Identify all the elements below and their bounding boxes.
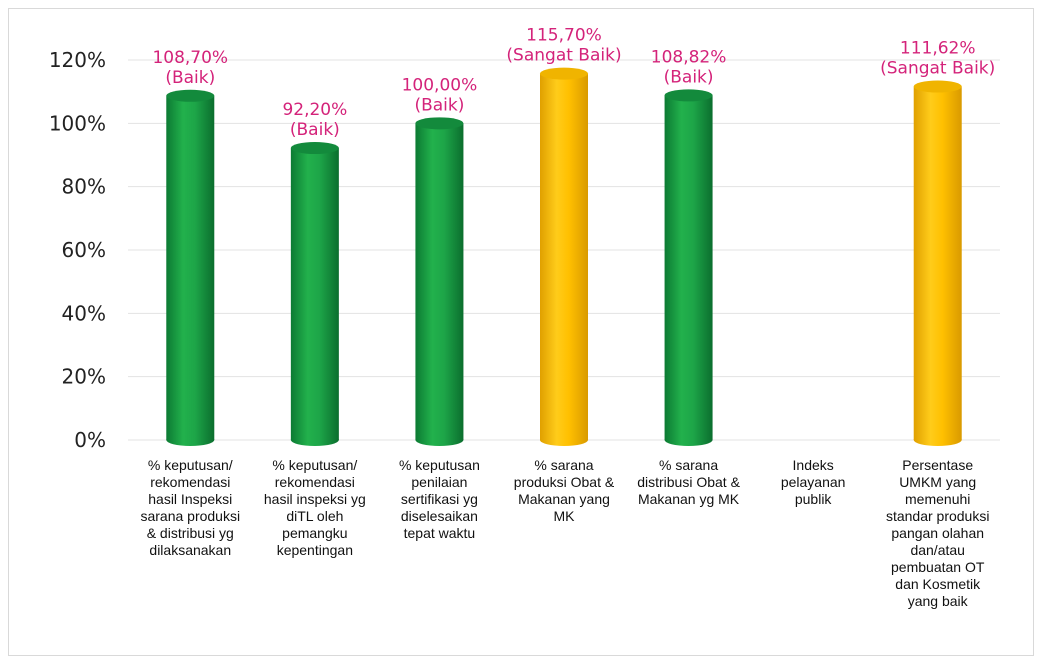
- x-category-line: dan/atau: [910, 542, 965, 558]
- x-category-line: pembuatan OT: [891, 559, 985, 575]
- x-category-line: dilaksanakan: [149, 542, 231, 558]
- x-category-line: produksi Obat &: [514, 474, 615, 490]
- x-category-line: publik: [795, 491, 833, 507]
- y-tick-label: 100%: [49, 111, 106, 135]
- data-label-value: 108,82%: [651, 47, 727, 67]
- x-category-line: pangan olahan: [891, 525, 984, 541]
- x-category-line: diTL oleh: [286, 508, 343, 524]
- x-category-label: % keputusan penilaian sertifikasi yg disele…: [399, 457, 480, 541]
- data-label-rating: (Sangat Baik): [880, 59, 995, 79]
- bar: [166, 89, 215, 446]
- x-category-line: dan Kosmetik: [895, 576, 981, 592]
- data-label-rating: (Baik): [165, 68, 215, 88]
- x-category-line: Makanan yg MK: [638, 491, 740, 507]
- x-category-line: % keputusan: [399, 457, 480, 473]
- bar-top: [415, 117, 464, 130]
- bar: [540, 67, 588, 446]
- bar-base: [913, 434, 962, 446]
- data-label-value: 111,62%: [900, 39, 976, 59]
- data-label-rating: (Baik): [664, 67, 714, 87]
- x-category-line: kepentingan: [277, 542, 353, 558]
- data-label-value: 92,20%: [282, 100, 347, 120]
- x-category-line: rekomendasi: [275, 474, 355, 490]
- x-category-label: Persentase UMKM yang memenuhi standar produ…: [886, 457, 990, 609]
- x-category-line: pemangku: [282, 525, 347, 541]
- bar-base: [166, 434, 215, 446]
- bar-top: [913, 80, 962, 93]
- bar-top: [166, 89, 215, 102]
- x-category-label: % keputusan/rekomendasi hasil inspeksi yg…: [264, 457, 366, 558]
- x-category-label: % keputusan/rekomendasi hasil Inspeksi sar…: [140, 457, 240, 558]
- bar-body: [540, 73, 588, 440]
- x-category-label: % sarana distribusi Obat & Makanan yg MK: [637, 457, 740, 507]
- x-category-label: % sarana produksi Obat & Makanan yang MK: [514, 457, 615, 524]
- y-tick-label: 60%: [62, 238, 106, 262]
- x-category-line: Persentase: [902, 457, 973, 473]
- x-category-line: sertifikasi yg: [401, 491, 478, 507]
- x-category-line: MK: [554, 508, 576, 524]
- data-label-value: 100,00%: [402, 75, 478, 95]
- data-labels: 108,70%(Baik)92,20%(Baik)100,00%(Baik)11…: [152, 26, 995, 140]
- bar-body: [415, 123, 464, 440]
- x-category-line: hasil inspeksi yg: [264, 491, 366, 507]
- bar-body: [913, 86, 962, 440]
- bar-base: [540, 434, 588, 446]
- x-category-line: UMKM yang: [899, 474, 976, 490]
- x-category-line: diselesaikan: [401, 508, 478, 524]
- x-category-line: % sarana: [659, 457, 718, 473]
- data-label-rating: (Sangat Baik): [506, 46, 621, 66]
- x-category-line: rekomendasi: [150, 474, 230, 490]
- y-axis-ticks: 0% 20% 40% 60% 80% 100% 120%: [49, 48, 106, 452]
- data-label-rating: (Baik): [414, 95, 464, 115]
- y-tick-label: 40%: [62, 301, 106, 325]
- x-category-line: sarana produksi: [140, 508, 240, 524]
- bar: [664, 89, 713, 446]
- x-category-line: % sarana: [534, 457, 593, 473]
- y-tick-label: 20%: [62, 365, 106, 389]
- bar-base: [664, 434, 713, 446]
- y-tick-label: 0%: [74, 428, 106, 452]
- x-category-label: Indeks pelayanan publik: [781, 457, 846, 507]
- x-axis-categories: % keputusan/rekomendasi hasil Inspeksi sar…: [140, 457, 989, 609]
- x-category-line: hasil Inspeksi: [148, 491, 232, 507]
- x-category-line: standar produksi: [886, 508, 990, 524]
- x-category-line: Indeks: [793, 457, 834, 473]
- y-tick-label: 120%: [49, 48, 106, 72]
- data-label-value: 108,70%: [152, 48, 228, 68]
- data-label-value: 115,70%: [526, 26, 602, 46]
- x-category-line: distribusi Obat &: [637, 474, 740, 490]
- bar-top: [290, 142, 339, 155]
- bar-base: [290, 434, 339, 446]
- x-category-line: Makanan yang: [518, 491, 610, 507]
- bar: [913, 80, 962, 446]
- bar-body: [664, 95, 713, 441]
- bar-body: [166, 95, 215, 441]
- x-category-line: penilaian: [411, 474, 467, 490]
- data-label-rating: (Baik): [290, 120, 340, 140]
- bar: [415, 117, 464, 446]
- y-tick-label: 80%: [62, 175, 106, 199]
- x-category-line: & distribusi yg: [147, 525, 234, 541]
- x-category-line: yang baik: [908, 593, 969, 609]
- x-category-line: tepat waktu: [404, 525, 476, 541]
- x-category-line: memenuhi: [905, 491, 970, 507]
- bar-base: [415, 434, 464, 446]
- bars: [166, 67, 962, 446]
- bar: [290, 142, 339, 446]
- x-category-line: % keputusan/: [148, 457, 233, 473]
- bar-top: [540, 67, 588, 80]
- bar-body: [290, 148, 339, 441]
- x-category-line: % keputusan/: [272, 457, 357, 473]
- x-category-line: pelayanan: [781, 474, 846, 490]
- bar-top: [664, 89, 713, 102]
